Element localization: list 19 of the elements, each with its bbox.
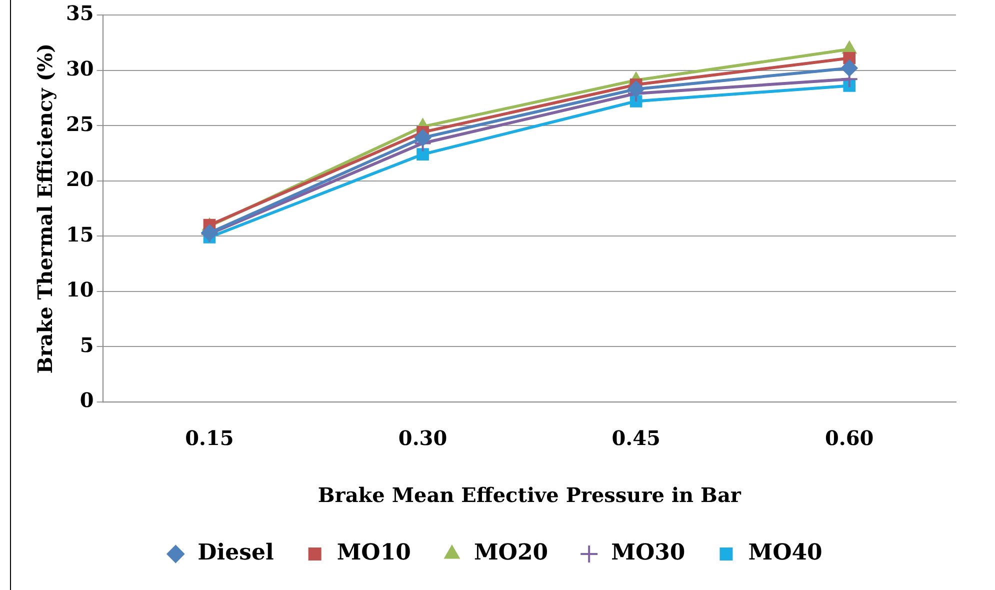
legend-label: Diesel <box>198 540 274 566</box>
x-axis-title: Brake Mean Effective Pressure in Bar <box>318 483 742 508</box>
y-tick-label: 35 <box>66 1 94 26</box>
y-tick-label: 0 <box>80 388 94 412</box>
x-tick-label: 0.15 <box>185 426 234 450</box>
legend-label: MO30 <box>611 540 686 566</box>
y-tick-label: 10 <box>66 278 94 302</box>
x-tick-label: 0.45 <box>612 426 660 450</box>
y-tick-label: 25 <box>66 112 94 136</box>
legend-label: MO40 <box>748 540 822 566</box>
y-tick-label: 30 <box>66 56 94 80</box>
y-tick-label: 5 <box>80 332 94 357</box>
y-tick-label: 20 <box>66 167 94 192</box>
y-axis-title: Brake Thermal Efficiency (%) <box>33 43 58 374</box>
y-tick-label: 15 <box>66 222 94 246</box>
x-tick-label: 0.60 <box>824 426 874 450</box>
legend-label: MO20 <box>474 540 548 566</box>
legend-label: MO10 <box>336 540 411 566</box>
x-tick-label: 0.30 <box>398 426 448 450</box>
